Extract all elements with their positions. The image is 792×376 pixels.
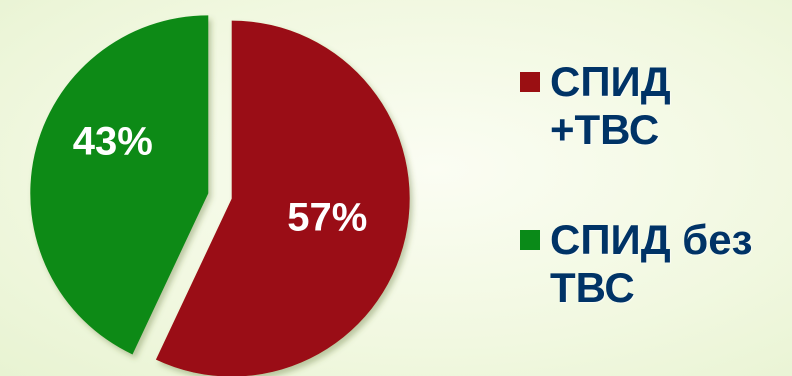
legend-item-aids-tb: СПИД +ТВС	[520, 58, 790, 154]
pie-label-aids-no-tb: 43%	[73, 120, 153, 164]
legend-swatch-aids-tb	[520, 72, 540, 92]
pie-slice-aids-tb	[155, 20, 410, 376]
legend-item-aids-no-tb: СПИД без ТВС	[520, 216, 790, 312]
pie-labels: 57% 43%	[73, 120, 368, 240]
legend-label-aids-no-tb: СПИД без ТВС	[550, 216, 753, 311]
legend: СПИД +ТВС СПИД без ТВС	[520, 58, 790, 312]
legend-swatch-aids-no-tb	[520, 230, 540, 250]
pie-slice-aids-no-tb	[30, 15, 209, 355]
pie-slices	[30, 15, 410, 376]
pie-label-aids-tb: 57%	[287, 196, 367, 240]
legend-label-aids-tb: СПИД +ТВС	[550, 58, 671, 153]
